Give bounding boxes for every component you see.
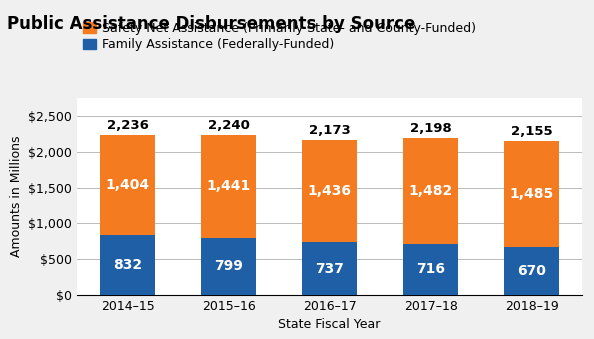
X-axis label: State Fiscal Year: State Fiscal Year <box>279 318 381 331</box>
Bar <box>403 244 459 295</box>
Text: 1,441: 1,441 <box>207 179 251 193</box>
Text: 670: 670 <box>517 264 546 278</box>
Legend: Safety Net Assistance (Primarily State- and County-Funded), Family Assistance (F: Safety Net Assistance (Primarily State- … <box>84 22 476 51</box>
Bar <box>201 238 257 295</box>
Text: 2,173: 2,173 <box>309 124 350 137</box>
Bar <box>403 138 459 244</box>
Text: Public Assistance Disbursements by Source: Public Assistance Disbursements by Sourc… <box>7 15 415 33</box>
Text: 1,436: 1,436 <box>308 184 352 198</box>
Bar <box>302 140 358 242</box>
Bar <box>100 236 156 295</box>
Y-axis label: Amounts in Millions: Amounts in Millions <box>10 136 23 257</box>
Text: 2,198: 2,198 <box>410 122 451 135</box>
Bar <box>504 141 560 247</box>
Text: 2,240: 2,240 <box>208 119 249 132</box>
Text: 716: 716 <box>416 262 445 276</box>
Bar <box>100 135 156 236</box>
Text: 1,404: 1,404 <box>106 178 150 192</box>
Text: 1,482: 1,482 <box>409 184 453 198</box>
Text: 737: 737 <box>315 262 344 276</box>
Bar <box>302 242 358 295</box>
Text: 832: 832 <box>113 258 143 272</box>
Text: 2,236: 2,236 <box>107 119 148 132</box>
Bar <box>504 247 560 295</box>
Text: 2,155: 2,155 <box>511 125 552 138</box>
Text: 799: 799 <box>214 259 243 273</box>
Text: 1,485: 1,485 <box>510 187 554 201</box>
Bar <box>201 135 257 238</box>
